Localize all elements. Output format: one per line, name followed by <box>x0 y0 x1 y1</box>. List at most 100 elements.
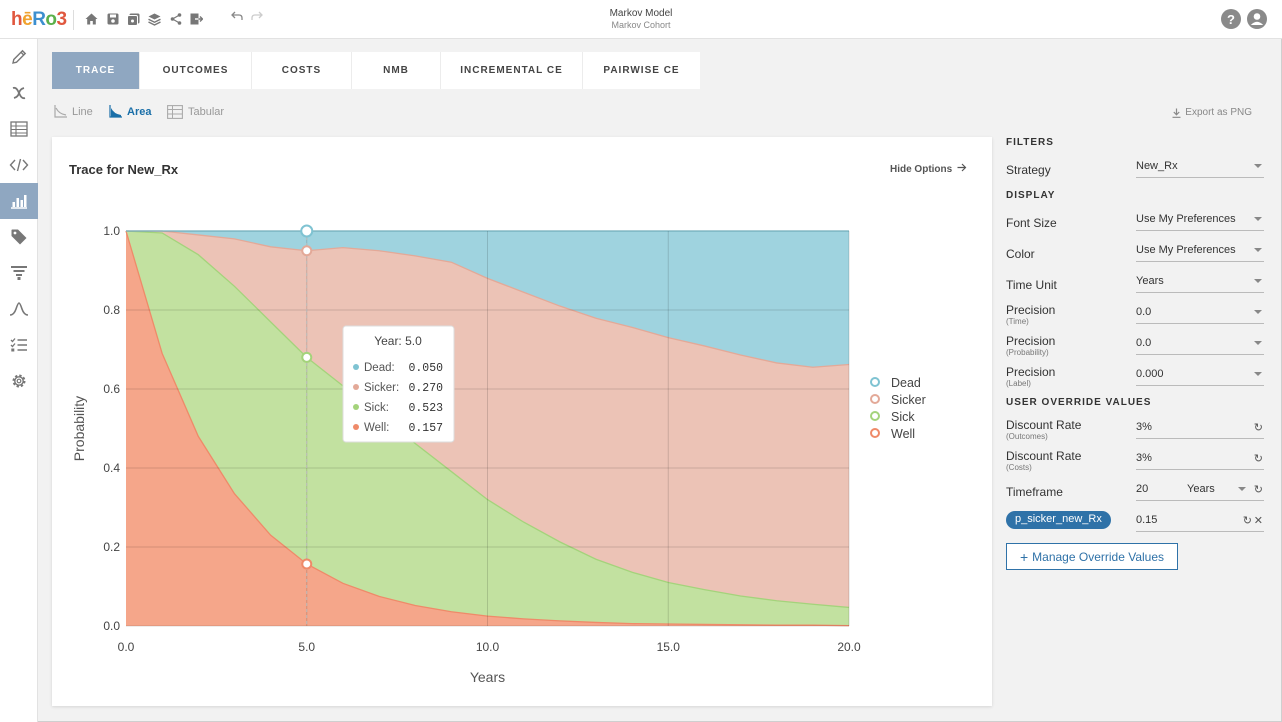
share-icon[interactable] <box>168 11 183 27</box>
tab-incremental-ce[interactable]: INCREMENTAL CE <box>441 52 583 89</box>
save-icon[interactable] <box>105 11 120 27</box>
tooltip-row-value: 0.050 <box>408 362 443 375</box>
export-icon[interactable] <box>189 11 204 27</box>
legend-marker-sicker[interactable] <box>870 394 880 404</box>
timeframe-unit[interactable]: Years <box>1187 483 1215 495</box>
color-select[interactable]: Use My Preferences <box>1136 242 1264 262</box>
layers-icon[interactable] <box>147 11 162 27</box>
legend-marker-sick[interactable] <box>870 411 880 421</box>
model-title: Markov Model <box>609 8 673 19</box>
sidebar-item-tags[interactable] <box>0 219 38 255</box>
area-chart-icon <box>109 105 122 118</box>
precision-time-select[interactable]: 0.0 <box>1136 304 1264 324</box>
arrow-right-icon <box>957 163 967 172</box>
strategy-select[interactable]: New_Rx <box>1136 158 1264 178</box>
legend-marker-well[interactable] <box>870 428 880 438</box>
override-parameter-input[interactable]: 0.15 ↻ ✕ <box>1136 512 1264 532</box>
chart-type-line[interactable]: Line <box>54 105 93 118</box>
hover-marker-sicker[interactable] <box>301 245 313 257</box>
undo-icon[interactable] <box>231 11 243 21</box>
logo-letter-h: h <box>11 9 23 30</box>
download-icon <box>1172 108 1181 118</box>
discount-costs-input[interactable]: 3% ↻ <box>1136 450 1264 470</box>
chevron-down-icon <box>1254 217 1262 221</box>
time-unit-select[interactable]: Years <box>1136 273 1264 293</box>
legend-label-well: Well <box>891 427 915 441</box>
export-png-button[interactable]: Export as PNG <box>1172 107 1252 118</box>
precision-label-select[interactable]: 0.000 <box>1136 366 1264 386</box>
sidebar-item-results[interactable] <box>0 183 38 219</box>
override-parameter-pill[interactable]: p_sicker_new_Rx <box>1006 511 1111 529</box>
sidebar-item-variables[interactable] <box>0 75 38 111</box>
app-logo[interactable]: hēRo3 <box>11 9 67 31</box>
chart-type-area[interactable]: Area <box>109 105 151 118</box>
precision-probability-label: Precision (Probability) <box>1006 334 1055 357</box>
tooltip-box <box>342 325 455 443</box>
y-tick-label: 0.8 <box>103 303 120 317</box>
chart-type-tabular[interactable]: Tabular <box>167 105 224 119</box>
hover-marker-dead[interactable] <box>300 224 314 238</box>
close-icon[interactable]: ✕ <box>1253 515 1263 527</box>
reset-icon[interactable]: ↻ <box>1253 453 1263 465</box>
toolbar-divider <box>73 10 74 30</box>
manage-override-values-button[interactable]: + Manage Override Values <box>1006 543 1178 570</box>
tooltip-title: Year: 5.0 <box>374 334 422 348</box>
reset-icon[interactable]: ↻ <box>1253 422 1263 434</box>
reset-icon[interactable]: ↻ <box>1253 484 1263 496</box>
hide-options-button[interactable]: Hide Options <box>890 163 967 175</box>
discount-outcomes-input[interactable]: 3% ↻ <box>1136 419 1264 439</box>
chart-title: Trace for New_Rx <box>69 162 179 177</box>
user-avatar-icon[interactable] <box>1247 9 1267 29</box>
chart-panel: Trace for New_Rx Hide Options 0.0 0.2 0.4 0… <box>52 137 992 706</box>
tab-trace[interactable]: TRACE <box>52 52 140 89</box>
help-icon[interactable]: ? <box>1221 9 1241 29</box>
tooltip-dot-sicker <box>353 384 359 390</box>
line-sick <box>125 230 850 609</box>
sidebar-item-code[interactable] <box>0 147 38 183</box>
precision-label-value: 0.000 <box>1136 368 1164 380</box>
chevron-down-icon[interactable] <box>1238 487 1246 491</box>
save-all-icon[interactable] <box>126 11 141 27</box>
override-parameter-value: 0.15 <box>1136 514 1158 526</box>
y-tick-label: 1.0 <box>103 224 120 238</box>
tab-costs[interactable]: COSTS <box>252 52 352 89</box>
x-tick-label: 5.0 <box>298 640 315 654</box>
tab-nmb[interactable]: NMB <box>352 52 441 89</box>
color-label: Color <box>1006 247 1035 261</box>
legend-marker-dead[interactable] <box>870 377 880 387</box>
sidebar-item-tables[interactable] <box>0 111 38 147</box>
home-icon[interactable] <box>84 11 99 27</box>
tab-pairwise-ce[interactable]: PAIRWISE CE <box>603 65 680 76</box>
chart-type-area-label: Area <box>127 105 152 118</box>
y-axis-label: Probability <box>71 396 87 461</box>
gear-icon <box>12 374 26 388</box>
reset-icon[interactable]: ↻ <box>1242 515 1252 527</box>
sidebar-item-filters[interactable] <box>0 255 38 291</box>
tooltip-row-name: Sick: <box>364 402 389 414</box>
line-sicker <box>126 230 850 368</box>
trace-area-chart[interactable]: 0.0 0.2 0.4 0.6 0.8 1.0 0.0 5.0 10.0 15.0 20.0 Year… <box>52 137 992 706</box>
hover-marker-sick[interactable] <box>301 351 313 363</box>
discount-costs-label-text: Discount Rate <box>1006 449 1082 463</box>
logo-letter-3: 3 <box>56 9 68 30</box>
precision-probability-value: 0.0 <box>1136 337 1152 349</box>
result-tabs: TRACE OUTCOMES COSTS NMB INCREMENTAL CE … <box>52 52 700 89</box>
redo-icon[interactable] <box>251 11 263 21</box>
curve-icon <box>9 302 29 316</box>
tooltip-row-value: 0.157 <box>408 422 443 435</box>
sidebar-item-edit[interactable] <box>0 39 38 75</box>
chevron-down-icon <box>1254 372 1262 376</box>
timeframe-value: 20 <box>1136 483 1149 495</box>
legend-label-dead: Dead <box>891 376 921 390</box>
hover-marker-well[interactable] <box>301 558 313 570</box>
tab-outcomes[interactable]: OUTCOMES <box>140 52 252 89</box>
precision-time-value: 0.0 <box>1136 306 1152 318</box>
precision-probability-sub: (Probability) <box>1006 348 1049 357</box>
sidebar-item-distributions[interactable] <box>0 291 38 327</box>
sidebar-item-settings[interactable] <box>0 363 38 399</box>
chevron-down-icon <box>1254 341 1262 345</box>
timeframe-input[interactable]: 20 Years ↻ <box>1136 481 1264 501</box>
font-size-select[interactable]: Use My Preferences <box>1136 211 1264 231</box>
precision-probability-select[interactable]: 0.0 <box>1136 335 1264 355</box>
sidebar-item-checklist[interactable] <box>0 327 38 363</box>
